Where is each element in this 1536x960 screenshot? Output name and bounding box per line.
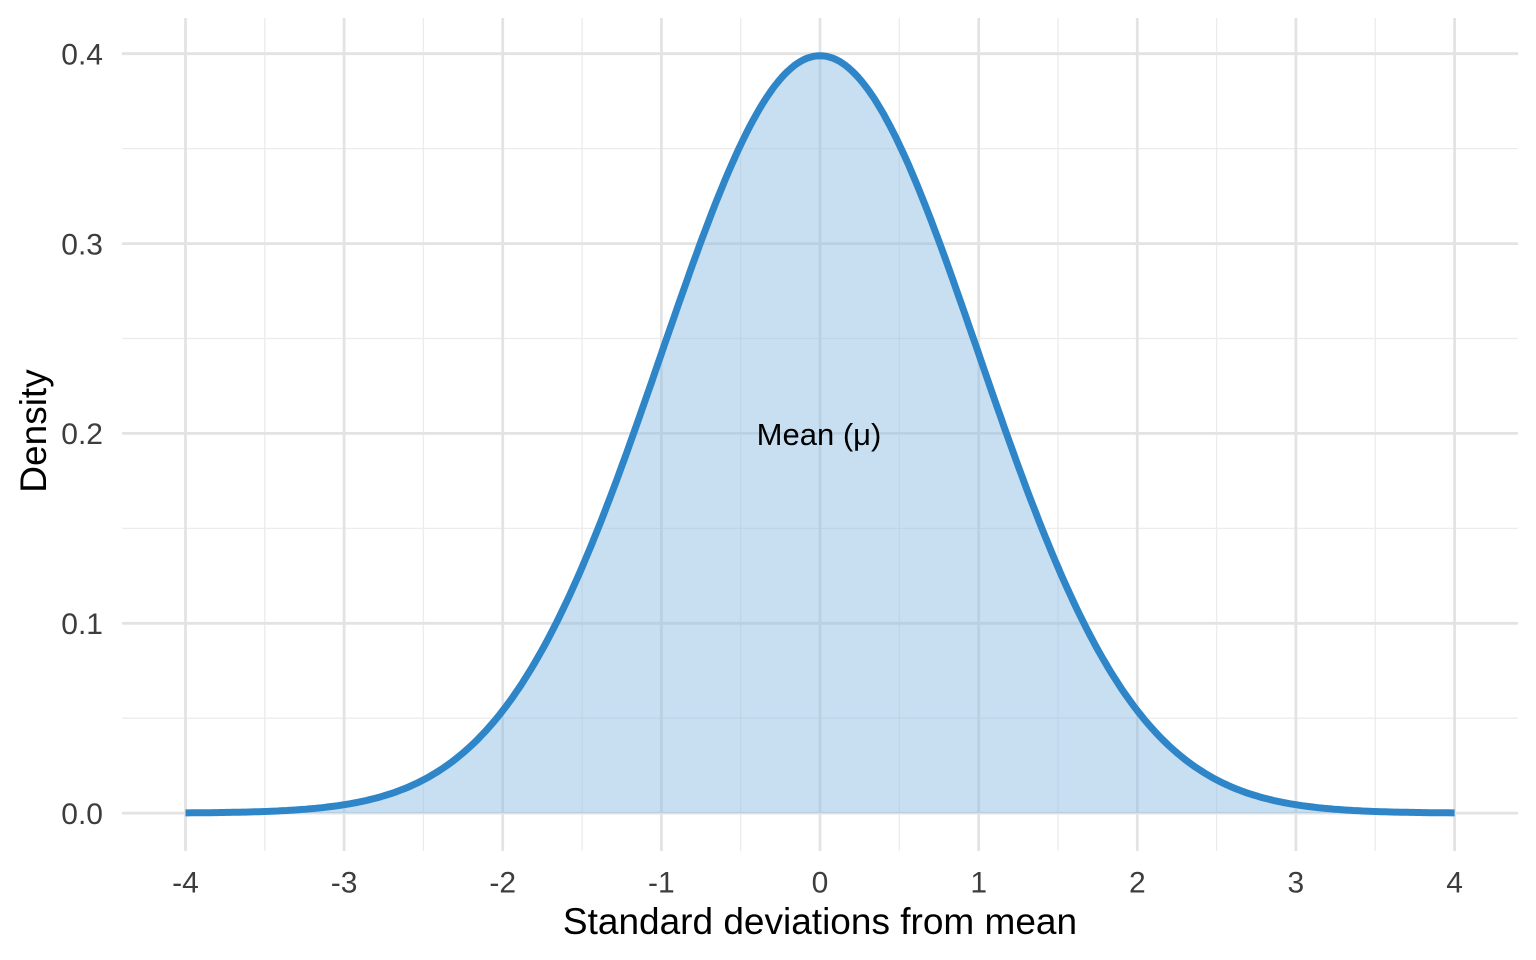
svg-text:0.4: 0.4 bbox=[61, 38, 103, 71]
svg-text:-3: -3 bbox=[331, 867, 358, 900]
svg-text:Standard deviations from mean: Standard deviations from mean bbox=[563, 901, 1077, 942]
svg-text:0.0: 0.0 bbox=[61, 798, 103, 831]
svg-text:0.3: 0.3 bbox=[61, 228, 103, 261]
svg-text:-1: -1 bbox=[648, 867, 675, 900]
svg-text:2: 2 bbox=[1129, 867, 1146, 900]
svg-text:1: 1 bbox=[970, 867, 987, 900]
svg-text:0.2: 0.2 bbox=[61, 418, 103, 451]
svg-text:Density: Density bbox=[13, 369, 54, 493]
svg-text:4: 4 bbox=[1446, 867, 1463, 900]
svg-text:Mean (μ): Mean (μ) bbox=[757, 417, 882, 452]
svg-text:-2: -2 bbox=[489, 867, 516, 900]
svg-text:0: 0 bbox=[812, 867, 829, 900]
svg-text:-4: -4 bbox=[172, 867, 199, 900]
svg-text:0.1: 0.1 bbox=[61, 608, 103, 641]
svg-text:3: 3 bbox=[1288, 867, 1305, 900]
